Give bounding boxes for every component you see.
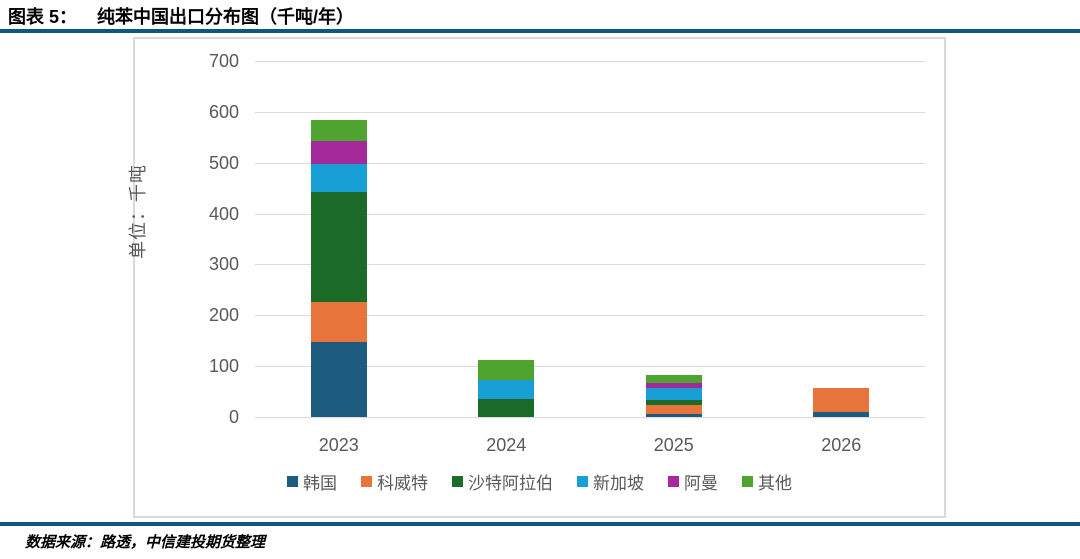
gridline-600 xyxy=(255,111,925,113)
legend-label-kuwait: 科威特 xyxy=(377,474,428,493)
bar-segment-kuwait-2025 xyxy=(645,405,702,415)
legend-item-oman: 阿曼 xyxy=(668,469,718,494)
legend: 韩国 科威特 沙特阿拉伯 新加坡 阿曼 其他 xyxy=(135,469,944,494)
legend-item-saudi-arabia: 沙特阿拉伯 xyxy=(452,469,553,494)
legend-item-others: 其他 xyxy=(742,469,792,494)
title-divider-rule xyxy=(0,29,1080,33)
legend-item-kuwait: 科威特 xyxy=(361,469,428,494)
figure-number-label: 图表 5： xyxy=(8,7,78,27)
y-tick-label-700: 700 xyxy=(208,51,239,71)
legend-label-oman: 阿曼 xyxy=(684,474,718,493)
x-tick-label-2023: 2023 xyxy=(318,435,359,455)
bar-segment-saudi-arabia-2023 xyxy=(310,191,367,302)
bar-segment-singapore-2025 xyxy=(645,387,702,401)
bar-segment-oman-2025 xyxy=(645,383,702,388)
bar-segment-others-2023 xyxy=(310,119,367,141)
chart-container: 单位：千吨 0 100 200 300 400 500 600 700 2023 2024 2025… xyxy=(128,37,946,518)
legend-label-korea: 韩国 xyxy=(303,474,337,493)
bar-segment-korea-2023 xyxy=(310,341,367,417)
gridline-500 xyxy=(255,162,925,164)
bar-segment-korea-2025 xyxy=(645,414,702,417)
bar-segment-saudi-arabia-2025 xyxy=(645,400,702,406)
y-tick-label-300: 300 xyxy=(208,254,239,275)
gridline-200 xyxy=(255,315,925,317)
bar-segment-singapore-2023 xyxy=(310,164,367,192)
x-tick-label-2024: 2024 xyxy=(486,435,527,455)
bar-segment-singapore-2024 xyxy=(478,380,535,399)
legend-label-others: 其他 xyxy=(758,474,792,493)
legend-swatch-kuwait xyxy=(361,476,372,487)
legend-item-korea: 韩国 xyxy=(287,469,337,494)
bar-stack-2023 xyxy=(310,61,367,417)
y-tick-label-200: 200 xyxy=(208,305,239,326)
footer-divider-rule xyxy=(0,522,1080,526)
gridline-100 xyxy=(255,366,925,368)
x-tick-label-2025: 2025 xyxy=(653,435,694,455)
y-tick-label-600: 600 xyxy=(208,101,239,122)
gridline-700 xyxy=(255,61,925,62)
bar-segment-saudi-arabia-2024 xyxy=(478,398,535,417)
legend-swatch-oman xyxy=(668,476,679,487)
data-source: 数据来源：路透，中信建投期货整理 xyxy=(25,534,266,551)
x-tick-label-2026: 2026 xyxy=(821,435,862,455)
legend-label-singapore: 新加坡 xyxy=(593,474,644,493)
legend-swatch-korea xyxy=(287,476,298,487)
bar-segment-others-2024 xyxy=(478,359,535,381)
bar-stack-2024 xyxy=(478,61,535,417)
bar-segment-oman-2023 xyxy=(310,140,367,165)
gridline-300 xyxy=(255,264,925,266)
legend-swatch-singapore xyxy=(577,476,588,487)
y-tick-label-400: 400 xyxy=(208,203,239,224)
y-tick-label-500: 500 xyxy=(208,152,239,173)
gridline-0 xyxy=(255,417,925,418)
legend-label-saudi-arabia: 沙特阿拉伯 xyxy=(468,474,553,493)
bar-segment-kuwait-2026 xyxy=(813,387,870,412)
bar-segment-kuwait-2023 xyxy=(310,301,367,342)
y-axis-title: 单位：千吨 xyxy=(128,164,148,259)
y-tick-label-0: 0 xyxy=(228,407,239,427)
legend-swatch-others xyxy=(742,476,753,487)
gridline-400 xyxy=(255,213,925,215)
bar-segment-korea-2026 xyxy=(813,411,870,417)
bar-segment-others-2025 xyxy=(645,374,702,384)
legend-swatch-saudi-arabia xyxy=(452,476,463,487)
y-tick-label-100: 100 xyxy=(208,356,239,377)
legend-item-singapore: 新加坡 xyxy=(577,469,644,494)
plot-area: 单位：千吨 0 100 200 300 400 500 600 700 2023 2024 2025… xyxy=(128,51,925,455)
figure-title-text: 纯苯中国出口分布图（千吨/年） xyxy=(97,7,355,27)
bar-stack-2026 xyxy=(813,61,870,417)
bar-stack-2025 xyxy=(645,61,702,417)
figure-title: 图表 5： 纯苯中国出口分布图（千吨/年） xyxy=(8,3,354,29)
